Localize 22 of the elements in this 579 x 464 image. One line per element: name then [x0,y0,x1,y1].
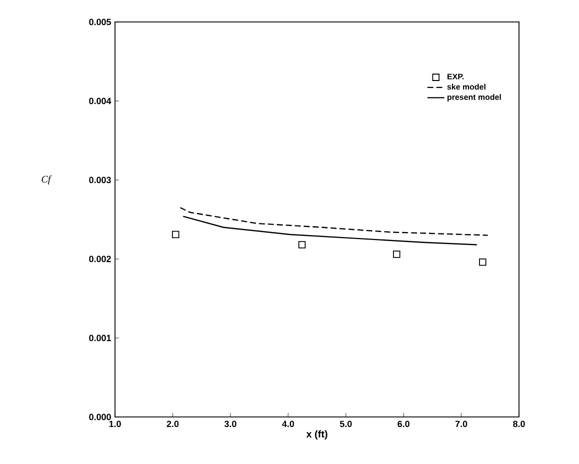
y-tick-label: 0.002 [89,256,111,262]
line-series [180,207,488,236]
x-tick-label: 3.0 [224,420,236,428]
x-tick-label: 6.0 [398,420,410,428]
point [393,250,400,258]
x-tick-label: 8.0 [513,420,525,428]
x-axis-title: x (ft) [306,430,328,440]
x-tick-label: 2.0 [166,420,179,428]
point [479,258,486,266]
y-tick-label: 0.005 [89,18,111,26]
y-tick-label: 0.000 [89,414,111,420]
y-axis-title: Cf [42,175,52,185]
point [172,230,180,238]
point [298,241,306,248]
y-tick-label: 0.004 [89,98,112,104]
y-tick-label: 0.001 [89,334,111,342]
y-tick-label: 0.003 [89,176,111,184]
line-series [182,216,478,246]
x-tick-label: 5.0 [340,420,352,428]
x-tick-label: 1.0 [109,420,121,428]
x-tick-label: 7.0 [455,420,468,428]
x-tick-label: 4.0 [282,420,294,428]
